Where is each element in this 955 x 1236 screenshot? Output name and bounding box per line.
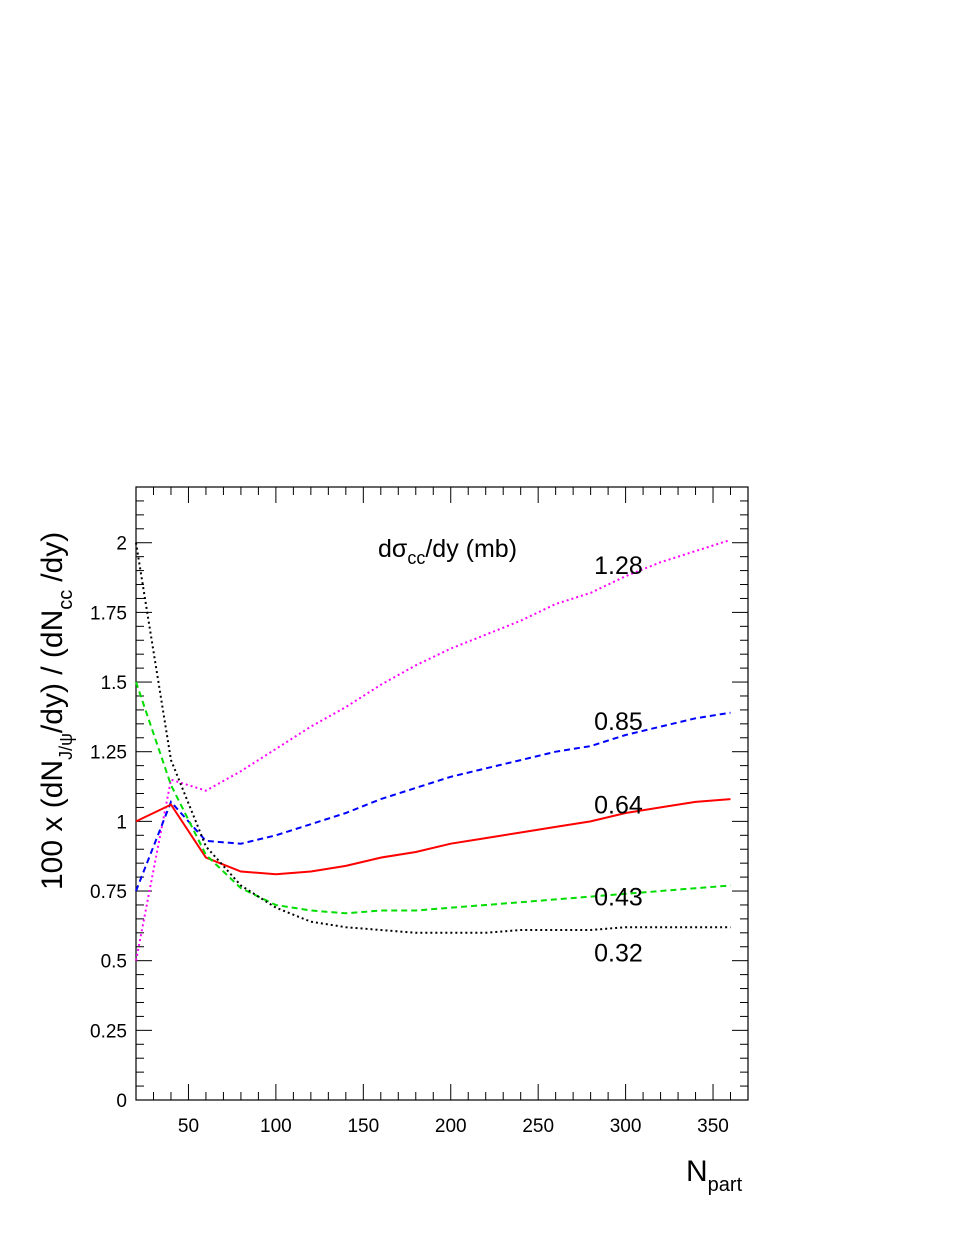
- y-tick-label: 1.5: [101, 673, 127, 694]
- series-label-1: 1.28: [594, 552, 643, 580]
- series-annotations: 1.28 0.85 0.64 0.43 0.32: [594, 552, 643, 967]
- y-axis-title: 100 x (dNJ/ψ/dy) / (dNcc/dy): [36, 532, 77, 890]
- y-tick-label: 1.25: [90, 743, 127, 764]
- series-label-5: 0.32: [594, 939, 643, 967]
- series-line-5: [135, 542, 731, 934]
- y-tick-label: 2: [116, 534, 127, 555]
- x-tick-label: 150: [347, 1116, 379, 1137]
- y-tick-label: 0.5: [101, 952, 127, 973]
- x-tick-label: 350: [697, 1116, 729, 1137]
- y-tick-label: 0.75: [90, 882, 127, 903]
- y-tick-label: 1: [116, 812, 127, 833]
- x-tick-label: 250: [522, 1116, 554, 1137]
- series-line-1: [135, 538, 731, 961]
- series-label-2: 0.85: [594, 708, 643, 736]
- series-label-4: 0.43: [594, 884, 643, 912]
- y-tick-label: 0: [116, 1091, 127, 1112]
- series-line-3: [135, 798, 731, 876]
- x-tick-label: 300: [610, 1116, 642, 1137]
- y-tick-label: 1.75: [90, 603, 127, 624]
- x-tick-label: 50: [178, 1116, 199, 1137]
- x-tick-label: 200: [435, 1116, 467, 1137]
- y-tick-labels: 0 0.25 0.5 0.75 1 1.25 1.5 1.75 2: [90, 534, 127, 1112]
- legend-title: dσcc/dy (mb): [378, 535, 517, 568]
- series-label-3: 0.64: [594, 792, 643, 820]
- x-tick-label: 100: [260, 1116, 292, 1137]
- y-tick-label: 0.25: [90, 1021, 127, 1042]
- x-axis-title: Npart: [686, 1155, 743, 1196]
- series-line-2: [135, 711, 731, 892]
- series-line-4: [135, 681, 731, 915]
- plot-frame: [135, 486, 749, 1101]
- series-layer: [135, 538, 731, 961]
- axis-ticks: [135, 486, 749, 1101]
- x-tick-labels: 50 100 150 200 250 300 350: [178, 1116, 729, 1137]
